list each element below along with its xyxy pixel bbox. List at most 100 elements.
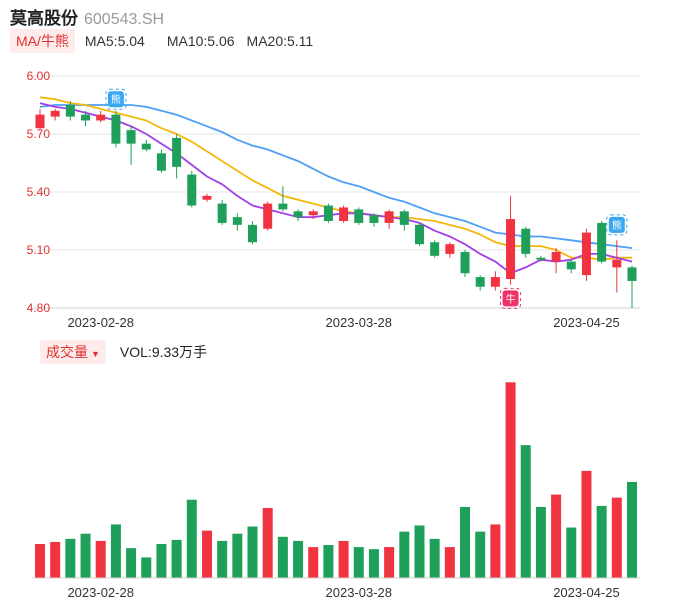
candle [460,250,470,278]
volume-bar [490,524,501,578]
candle-body [521,228,531,254]
candle-body [566,261,576,270]
volume-bar [126,548,137,578]
candle [490,271,500,291]
volume-bar [460,506,471,578]
volume-bar [141,557,152,578]
bear-marker: 熊 [606,214,628,236]
candle-body [126,130,136,144]
candle [566,259,576,274]
volume-bar [308,547,319,578]
candle-body [156,153,166,171]
bear-marker-frame [105,88,127,110]
bear-marker: 熊 [105,88,127,110]
candle-body [81,114,91,121]
candle [172,134,182,179]
x-tick-label: 2023-02-28 [67,585,134,600]
x-tick-label: 2023-04-25 [553,315,620,330]
volume-x-axis: 2023-02-28 2023-03-28 2023-04-25 [67,585,619,600]
candle [369,213,379,227]
x-tick-label: 2023-03-28 [326,315,393,330]
candle [597,221,607,264]
volume-bars [32,382,640,579]
candle [248,221,258,245]
candle [339,205,349,223]
candle [536,255,546,262]
y-tick-label: 5.40 [27,185,51,199]
bull-marker: 牛 [500,287,522,309]
ma5-label: MA5:5.04 [84,33,145,49]
candle [202,193,212,202]
candle [506,195,516,285]
volume-bar [353,547,364,578]
y-tick-label: 5.10 [27,243,51,257]
volume-bar [186,499,197,578]
candle-body [187,174,197,206]
candle [323,203,333,223]
candle-body [369,215,379,223]
dropdown-arrow-icon: ▼ [91,349,100,359]
bear-marker-text: 熊 [612,219,622,232]
candle [232,213,242,231]
candle [96,110,106,123]
volume-bar [596,505,607,578]
candle-body [490,277,500,287]
candle-body [354,209,364,223]
candle [384,209,394,229]
volume-bar [80,533,91,578]
volume-bar [293,540,304,578]
volume-bar [232,533,243,578]
candle-body [202,195,212,200]
volume-bar [171,539,182,578]
price-y-axis: 6.00 5.70 5.40 5.10 4.80 [27,69,51,315]
ma5-line [39,102,633,275]
volume-bar [520,445,531,578]
candle [111,110,121,148]
candle-body [384,211,394,223]
volume-bar [627,481,637,578]
candle-body [35,114,45,129]
bear-marker-badge [608,216,625,233]
candle-body [627,267,637,281]
bear-marker-frame [606,214,628,236]
volume-bar [429,538,440,578]
candle [35,108,45,131]
candle [293,209,303,221]
candlesticks [35,101,637,308]
ma-mode-selector[interactable]: MA/牛熊 [10,29,75,53]
volume-bar [65,538,76,578]
volume-bar [201,530,212,578]
candle [308,209,318,220]
ma20-line [39,104,633,249]
candle [521,226,531,258]
volume-indicator-selector[interactable]: 成交量 ▼ [40,340,106,364]
candle-body [65,105,75,117]
volume-bar [611,497,622,578]
candle [627,265,637,308]
ma10-line [39,96,632,261]
candle [445,242,455,258]
y-tick-label: 4.80 [27,301,51,315]
stock-header: 莫高股份 600543.SH [10,4,164,28]
bear-marker-badge [107,91,124,108]
candle-body [612,259,622,268]
candle [141,139,151,152]
volume-bar [505,382,516,578]
ma20-label: MA20:5.11 [246,33,314,49]
x-tick-label: 2023-03-28 [326,585,393,600]
volume-bar [551,494,562,578]
x-tick-label: 2023-02-28 [67,315,134,330]
candle [65,101,75,121]
candle-body [506,219,516,279]
price-x-axis: 2023-02-28 2023-03-28 2023-04-25 [67,315,619,330]
candle-body [172,137,182,167]
candle-body [217,203,227,223]
volume-bar [35,544,45,578]
candle [354,207,364,225]
bull-marker-badge [502,290,519,307]
candle [278,186,288,212]
volume-bar [414,525,425,578]
y-tick-label: 5.70 [27,127,51,141]
candle [430,240,440,258]
